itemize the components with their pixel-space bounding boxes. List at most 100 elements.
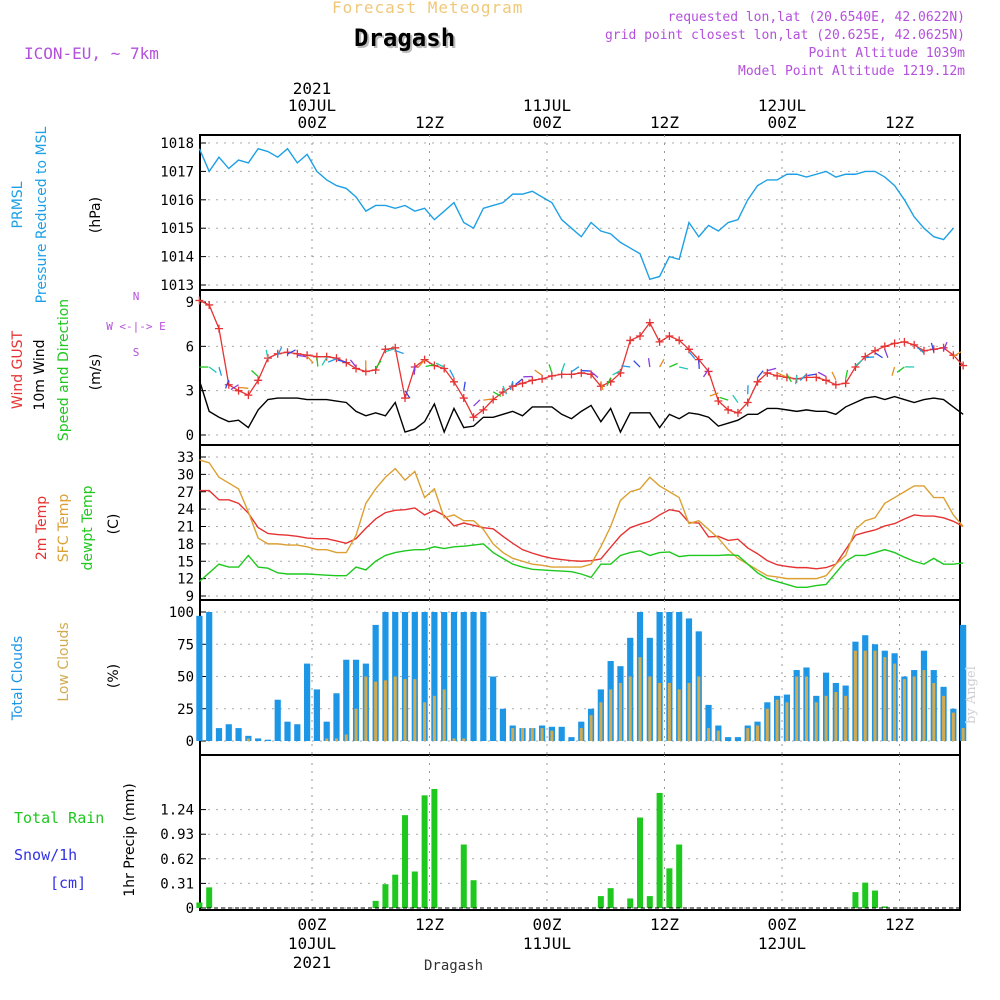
rain-bar xyxy=(872,890,879,908)
gust-marker xyxy=(743,398,752,407)
gust-marker xyxy=(479,405,488,414)
wind-direction-arrow xyxy=(709,392,719,397)
wind-direction-arrow xyxy=(239,386,249,389)
time-label-bottom: 12JUL xyxy=(758,934,806,953)
time-label-bottom: 2021 xyxy=(293,953,332,972)
time-label-top: 10JUL xyxy=(288,96,336,115)
gust-marker xyxy=(449,377,458,386)
total-cloud-bar xyxy=(313,689,320,741)
wind-direction-arrow xyxy=(571,366,580,373)
model-altitude: Model Point Altitude 1219.12m xyxy=(738,64,965,79)
wind-direction-arrow xyxy=(306,355,314,364)
time-label-top: 12Z xyxy=(650,113,679,132)
product-title: Forecast Meteogram xyxy=(332,0,524,17)
total-cloud-bar xyxy=(264,739,272,741)
gust-marker xyxy=(234,386,243,395)
y-tick-label: 12 xyxy=(177,572,194,588)
temp2m-line xyxy=(199,489,964,570)
gust-marker xyxy=(254,376,263,385)
gust-marker xyxy=(420,355,429,364)
total-cloud-bar xyxy=(960,624,967,741)
low-cloud-bar xyxy=(677,689,681,741)
label-wind-gust: Wind GUST xyxy=(10,330,26,409)
rain-bar xyxy=(206,887,213,908)
time-label-bottom: 00Z xyxy=(298,915,327,934)
gust-marker xyxy=(900,337,909,346)
total-cloud-bar xyxy=(470,612,477,741)
wind-direction-arrow xyxy=(647,358,651,368)
wind-direction-arrow xyxy=(502,385,508,395)
wind-direction-arrow xyxy=(874,352,883,359)
wind-direction-arrow xyxy=(337,359,347,363)
label-cm: [cm] xyxy=(50,874,86,892)
rain-bar xyxy=(431,788,438,908)
y-tick-label: 21 xyxy=(177,520,194,536)
label-sfc-temp: SFC Temp xyxy=(56,494,72,563)
low-cloud-bar xyxy=(707,728,711,741)
gust-marker xyxy=(665,331,674,340)
gust-marker xyxy=(214,324,223,333)
wind-direction-arrow xyxy=(287,349,296,355)
low-cloud-bar xyxy=(344,734,348,741)
total-cloud-bar xyxy=(460,612,467,741)
y-tick-label: 15 xyxy=(177,554,194,570)
gust-marker xyxy=(910,340,919,349)
low-cloud-bar xyxy=(599,702,603,741)
low-cloud-bar xyxy=(883,657,887,741)
wind-direction-arrow xyxy=(679,366,689,370)
gust-marker xyxy=(205,300,214,309)
low-cloud-bar xyxy=(354,708,358,741)
low-cloud-bar xyxy=(550,730,554,741)
y-tick-label: 0.62 xyxy=(160,852,194,868)
point-altitude: Point Altitude 1039m xyxy=(808,46,965,61)
low-cloud-bar xyxy=(462,738,466,741)
total-cloud-bar xyxy=(725,737,732,741)
wind-direction-arrow xyxy=(385,348,395,353)
wind-direction-arrow xyxy=(606,377,612,387)
wind-direction-arrow xyxy=(327,358,337,363)
rain-bar xyxy=(627,898,634,908)
low-cloud-bar xyxy=(922,670,926,741)
y-tick-label: 0 xyxy=(186,901,194,917)
rain-bar xyxy=(646,896,653,908)
requested-coords: requested lon,lat (20.6540E, 42.0622N) xyxy=(667,10,965,25)
wind-direction-arrow xyxy=(418,359,426,368)
gust-marker xyxy=(518,379,527,388)
wind-direction-arrow xyxy=(224,379,230,389)
rain-bar xyxy=(852,892,859,908)
time-label-bottom: 10JUL xyxy=(288,934,336,953)
wind-direction-arrow xyxy=(561,363,566,372)
y-tick-label: 1013 xyxy=(160,278,194,294)
y-tick-label: 9 xyxy=(186,295,194,311)
rain-bar xyxy=(676,844,683,908)
time-label-top: 00Z xyxy=(298,113,327,132)
low-cloud-bar xyxy=(804,676,808,741)
low-cloud-bar xyxy=(795,676,799,741)
rain-bar xyxy=(196,902,203,908)
low-cloud-bar xyxy=(432,695,436,741)
wind-direction-arrow xyxy=(757,370,764,379)
wind-direction-arrow xyxy=(413,365,416,375)
gust-marker xyxy=(293,349,302,358)
wind-direction-arrow xyxy=(600,381,604,391)
label-hpa: (hPa) xyxy=(88,197,104,233)
low-cloud-bar xyxy=(844,695,848,741)
label-pressure-msl: Pressure Reduced to MSL xyxy=(34,126,50,303)
time-label-top: 00Z xyxy=(533,113,562,132)
low-cloud-bar xyxy=(413,679,417,741)
time-label-top: 2021 xyxy=(293,79,332,98)
wind-direction-arrow xyxy=(621,365,631,368)
wind-direction-arrow xyxy=(473,399,481,407)
wind-direction-arrow xyxy=(612,370,621,376)
gust-marker xyxy=(831,380,840,389)
gust-marker xyxy=(939,343,948,352)
wind-direction-arrow xyxy=(855,359,863,367)
wind-direction-arrow xyxy=(896,366,905,373)
time-label-bottom: 12Z xyxy=(650,915,679,934)
gust-marker xyxy=(538,374,547,383)
y-tick-label: 0 xyxy=(186,428,194,444)
gust-marker xyxy=(636,331,645,340)
low-cloud-bar xyxy=(383,680,387,741)
rain-bar xyxy=(656,792,663,908)
